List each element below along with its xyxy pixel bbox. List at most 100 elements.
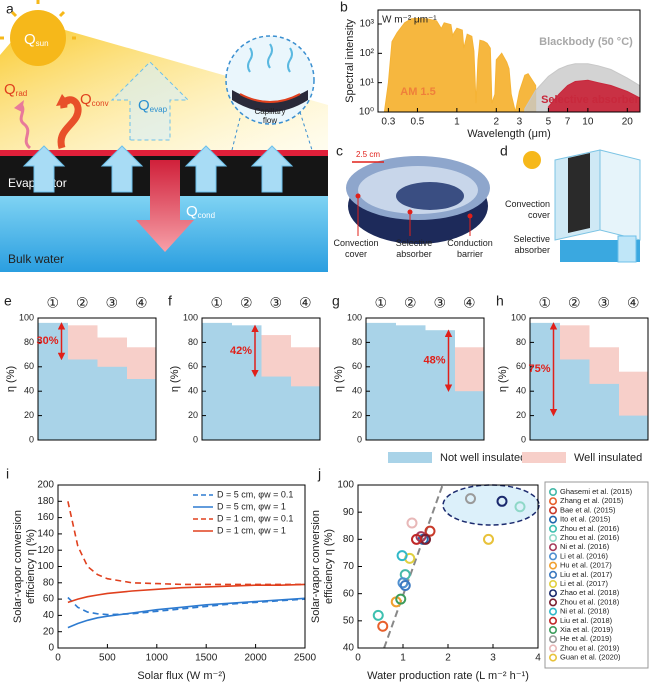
y-tick-label: 100 [511, 312, 526, 322]
legend-label: Zhou et al. (2018) [560, 597, 620, 606]
y-tick-label: 100 [183, 312, 198, 322]
x-axis-label: Wavelength (μm) [467, 128, 551, 140]
legend-marker [548, 543, 557, 552]
cond-arrow [136, 160, 194, 252]
legend-marker [548, 506, 557, 515]
legend-label: Zhou et al. (2019) [560, 643, 620, 652]
y-tick-label: 40 [352, 386, 362, 396]
water-arrows [22, 145, 294, 193]
column-label: ② [76, 295, 89, 311]
column-label: ③ [269, 295, 282, 311]
step-bar [454, 391, 485, 440]
legend-label: D = 1 cm, φw = 0.1 [217, 513, 293, 523]
y-axis-label: efficiency η (%) [323, 529, 335, 604]
legend-marker [548, 579, 557, 588]
y-tick-label: 100 [37, 561, 54, 572]
y-tick-label: 20 [24, 410, 34, 420]
x-tick-label: 0 [55, 653, 61, 664]
column-label: ② [240, 295, 253, 311]
y-tick-label: 60 [188, 361, 198, 371]
legend-marker [548, 570, 557, 579]
legend-marker [548, 635, 557, 644]
plot-frame [365, 317, 485, 441]
line: flow [263, 116, 277, 125]
panel-letter: d [500, 143, 508, 159]
x-tick-label: 1500 [195, 653, 218, 664]
y-axis-label: η (%) [169, 366, 181, 392]
y-tick-label: 80 [516, 337, 526, 347]
vapor-waves [247, 43, 293, 73]
step-bar [290, 386, 321, 440]
x-tick-label: 5 [546, 117, 552, 128]
step-bar [67, 359, 98, 440]
x-tick-label: 10 [582, 117, 594, 128]
plot-frame [57, 484, 306, 649]
legend-marker [548, 616, 557, 625]
unit-label: W m⁻² μm⁻¹ [382, 15, 437, 26]
column-label: ④ [463, 295, 476, 311]
x-tick-label: 4 [535, 653, 541, 664]
bulk-water-label: Bulk water [8, 252, 64, 266]
step-bar [395, 325, 426, 440]
y-tick-label: 60 [352, 361, 362, 371]
y-tick-label: 80 [24, 337, 34, 347]
q-rad: Qrad [4, 81, 27, 98]
step-bar [97, 366, 127, 440]
q: Q [138, 97, 150, 114]
y-tick-label: 60 [43, 594, 55, 605]
x-tick-label: 0.3 [381, 117, 395, 128]
line: Conduction [447, 238, 493, 248]
line: absorber [396, 249, 432, 259]
absorber-layer [0, 150, 328, 156]
y-tick-label: 10³ [360, 19, 375, 30]
y-tick-label: 50 [343, 615, 355, 626]
y-tick-label: 200 [37, 480, 54, 491]
y-tick-label: 70 [343, 561, 355, 572]
q: Q [80, 91, 92, 108]
y-axis-label: Spectral intensity [344, 19, 356, 103]
step-bar [231, 325, 262, 440]
point [395, 593, 407, 605]
absorber-sheet [568, 153, 590, 233]
y-axis-label: Solar-vapor conversion [310, 510, 322, 623]
zoom-line [299, 111, 313, 151]
line: Convection [505, 199, 550, 209]
y-tick-label: 100 [337, 480, 354, 491]
panel-letter: a [6, 1, 14, 17]
y-axis-label: η (%) [5, 366, 17, 392]
panel-letter: g [332, 293, 340, 309]
legend-marker [548, 607, 557, 616]
series-label: Blackbody (50 °C) [539, 36, 633, 48]
legend-box [544, 481, 649, 669]
rad-arrow [18, 102, 32, 150]
y-tick-label: 100 [19, 312, 34, 322]
q-cond: Qcond [186, 203, 215, 220]
y-tick-label: 140 [37, 529, 54, 540]
panel-letter: i [6, 466, 9, 482]
y-tick-label: 40 [188, 386, 198, 396]
sun [10, 10, 66, 66]
point [396, 550, 408, 562]
y-tick-label: 40 [43, 610, 55, 621]
column-label: ① [46, 295, 59, 311]
column-label: ① [538, 295, 551, 311]
plot-frame [357, 484, 539, 649]
y-tick-label: 40 [516, 386, 526, 396]
y-tick-label: 0 [29, 434, 34, 444]
legend-label: D = 5 cm, φw = 1 [217, 501, 286, 511]
panel-c: c 2.5 cm Convection cover Selective absorb… [333, 143, 492, 260]
legend-marker [548, 625, 557, 634]
x-tick-label: 20 [622, 117, 634, 128]
panel-d: d Convection cover Selective absorber [500, 143, 641, 263]
y-tick-label: 20 [516, 410, 526, 420]
callout: Convection cover [505, 199, 550, 220]
column-label: ④ [627, 295, 640, 311]
legend-marker [548, 487, 557, 496]
point [377, 620, 389, 632]
q-conv: Qconv [80, 91, 109, 108]
step-bar [261, 376, 291, 440]
plot-frame [529, 317, 649, 441]
legend-label: Ito et al. (2015) [560, 515, 611, 524]
line [67, 597, 305, 629]
